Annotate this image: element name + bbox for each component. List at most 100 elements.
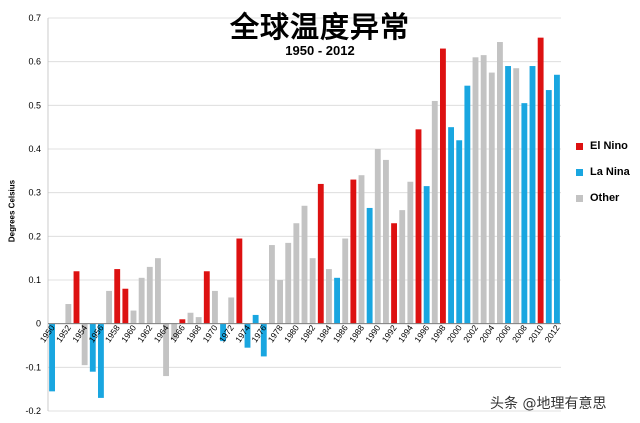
bar-2002: [472, 57, 479, 324]
x-tick-label: 1980: [282, 323, 301, 344]
x-tick-label: 1970: [201, 323, 220, 344]
bar-2011: [545, 90, 552, 324]
bar-1978: [277, 280, 284, 324]
legend-item-other: Other: [576, 185, 630, 211]
bar-1992: [391, 223, 398, 324]
x-tick-label: 2000: [445, 323, 464, 344]
x-tick-label: 2002: [461, 323, 480, 344]
bar-2004: [488, 72, 495, 324]
bar-1974: [244, 323, 251, 348]
legend-swatch-la-nina: [576, 168, 583, 176]
bar-1984: [325, 269, 332, 324]
chart-legend: El Nino La Nina Other: [576, 133, 630, 211]
x-tick-label: 2012: [543, 323, 562, 344]
bar-1998: [439, 48, 446, 324]
legend-swatch-other: [576, 194, 583, 202]
x-tick-label: 1972: [217, 323, 236, 344]
bar-2000: [456, 140, 463, 324]
bar-1976: [260, 323, 267, 357]
bar-1952: [65, 304, 72, 324]
x-tick-label: 1962: [135, 323, 154, 344]
x-tick-label: 1958: [103, 323, 122, 344]
bar-1973: [236, 238, 243, 324]
y-tick-label: 0.1: [28, 275, 41, 285]
bar-2007: [513, 68, 520, 324]
bar-1961: [138, 277, 145, 324]
bar-1995: [415, 129, 422, 324]
bar-2005: [496, 42, 503, 324]
x-tick-label: 2010: [526, 323, 545, 344]
bar-1957: [106, 290, 113, 324]
bar-1967: [187, 312, 194, 324]
chart-title: 全球温度异常: [229, 10, 410, 44]
bar-1990: [374, 149, 381, 324]
legend-swatch-el-nino: [576, 142, 583, 150]
bar-1964: [163, 323, 170, 377]
y-tick-label: 0.6: [28, 57, 41, 67]
bar-1950: [49, 323, 56, 392]
legend-label-el-nino: El Nino: [590, 140, 628, 152]
bar-2008: [521, 103, 528, 324]
x-tick-label: 1990: [363, 323, 382, 344]
y-tick-label: -0.1: [25, 362, 41, 372]
bar-1955: [89, 323, 96, 372]
bar-1987: [350, 179, 357, 324]
x-tick-label: 1988: [347, 323, 366, 344]
bar-1993: [399, 210, 406, 324]
bar-1996: [423, 186, 430, 324]
bar-2010: [537, 37, 544, 324]
bar-1999: [448, 127, 455, 324]
x-tick-label: 1996: [412, 323, 431, 344]
bar-1954: [81, 323, 88, 366]
bar-1994: [407, 181, 414, 324]
bar-1971: [220, 323, 227, 342]
y-tick-label: 0.2: [28, 231, 41, 241]
bar-1958: [114, 269, 121, 324]
y-axis-label: Degrees Celsius: [7, 179, 17, 243]
legend-item-la-nina: La Nina: [576, 159, 630, 185]
bar-1959: [122, 288, 129, 324]
bar-1966: [179, 319, 186, 324]
bar-1975: [252, 314, 259, 324]
x-tick-label: 1992: [380, 323, 399, 344]
bar-1963: [154, 258, 161, 324]
x-tick-label: 1952: [54, 323, 73, 344]
x-tick-label: 1978: [266, 323, 285, 344]
x-tick-label: 2004: [477, 323, 496, 344]
y-tick-label: 0.3: [28, 188, 41, 198]
x-tick-label: 1960: [119, 323, 138, 344]
bar-2006: [505, 66, 512, 324]
x-tick-label: 1998: [429, 323, 448, 344]
bar-2009: [529, 66, 536, 324]
bar-1953: [73, 271, 80, 324]
legend-item-el-nino: El Nino: [576, 133, 630, 159]
y-tick-label: 0: [36, 319, 41, 329]
bar-2012: [553, 74, 560, 324]
bar-1989: [366, 207, 373, 324]
bar-1981: [301, 205, 308, 324]
bar-1956: [97, 323, 104, 398]
bar-1983: [317, 183, 324, 324]
legend-label-other: Other: [590, 192, 620, 204]
watermark: 头条 @地理有意思: [490, 396, 607, 412]
legend-label-la-nina: La Nina: [590, 166, 630, 178]
bar-1997: [431, 100, 438, 324]
bar-2001: [464, 85, 471, 324]
x-tick-label: 1966: [168, 323, 187, 344]
bar-1986: [342, 238, 349, 324]
bar-1985: [334, 277, 341, 324]
x-tick-label: 1968: [184, 323, 203, 344]
bar-1988: [358, 175, 365, 324]
x-tick-label: 1984: [315, 323, 334, 344]
bar-1977: [268, 245, 275, 324]
bar-1969: [203, 271, 210, 324]
bar-1972: [228, 297, 235, 324]
x-tick-label: 1982: [298, 323, 317, 344]
bar-1980: [293, 223, 300, 324]
y-tick-label: 0.7: [28, 13, 41, 23]
bar-1970: [211, 290, 218, 324]
y-tick-label: 0.5: [28, 100, 41, 110]
x-tick-label: 2006: [494, 323, 513, 344]
